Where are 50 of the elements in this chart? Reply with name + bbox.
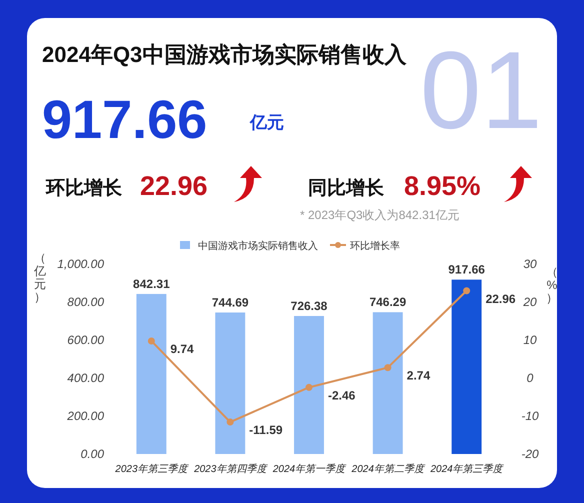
text: 同比增长 bbox=[308, 177, 385, 199]
data-label: -2.46 bbox=[328, 388, 356, 402]
point bbox=[306, 384, 312, 391]
data-label: 726.38 bbox=[290, 298, 328, 313]
text: * 2023年Q3收入为842.31亿元 bbox=[300, 208, 460, 222]
data-label: -11.59 bbox=[249, 423, 283, 438]
data-label: 9.74 bbox=[170, 342, 194, 356]
y-tick-label: 400.00 bbox=[67, 371, 104, 385]
x-tick-label: 2024年第三季度 bbox=[429, 463, 505, 475]
text: 8.95% bbox=[404, 171, 481, 201]
point bbox=[384, 364, 392, 372]
data-label: 746.29 bbox=[369, 295, 406, 310]
text: 22.96 bbox=[140, 171, 208, 201]
x-tick-label: 2024年第一季度 bbox=[272, 463, 348, 475]
bar bbox=[215, 312, 246, 454]
chart-title: 2024年Q3中国游戏市场实际销售收入 bbox=[42, 42, 408, 67]
point bbox=[148, 337, 155, 344]
data-label: 22.96 bbox=[486, 292, 516, 306]
y-tick-label: 0.00 bbox=[80, 447, 104, 461]
data-label: 744.69 bbox=[212, 296, 249, 310]
text: 环比增长 bbox=[45, 177, 123, 199]
legend-label: 环比增长率 bbox=[350, 240, 400, 252]
text: 亿元 bbox=[249, 113, 284, 132]
y2-tick-label: -10 bbox=[521, 409, 539, 423]
x-tick-label: 2023年第四季度 bbox=[193, 463, 268, 475]
data-label: 842.31 bbox=[133, 276, 170, 291]
y2-tick-label: -20 bbox=[521, 447, 539, 461]
y-tick-label: 200.00 bbox=[66, 409, 104, 423]
bar bbox=[136, 294, 166, 454]
text: 917.66 bbox=[42, 90, 208, 150]
y-tick-label: 600.00 bbox=[67, 333, 104, 347]
text: 01 bbox=[420, 29, 542, 152]
y-axis-title: （亿元） bbox=[33, 251, 46, 304]
legend-label: 中国游戏市场实际销售收入 bbox=[198, 240, 318, 252]
bar bbox=[372, 312, 403, 454]
y-tick-label: 1,000.00 bbox=[57, 257, 104, 271]
y2-tick-label: 10 bbox=[523, 333, 537, 347]
point bbox=[226, 418, 234, 426]
y2-tick-label: 0 bbox=[526, 371, 534, 385]
bar bbox=[294, 316, 324, 454]
data-label: 2.74 bbox=[406, 368, 430, 383]
y2-axis-title: （%） bbox=[546, 265, 558, 305]
y-tick-label: 800.00 bbox=[67, 295, 104, 309]
data-label: 917.66 bbox=[448, 262, 486, 277]
y2-tick-label: 20 bbox=[522, 295, 537, 309]
point bbox=[463, 287, 470, 294]
x-tick-label: 2024年第二季度 bbox=[350, 463, 426, 475]
x-tick-label: 2023年第三季度 bbox=[114, 463, 190, 475]
y2-tick-label: 30 bbox=[523, 257, 537, 271]
bar bbox=[452, 280, 482, 454]
